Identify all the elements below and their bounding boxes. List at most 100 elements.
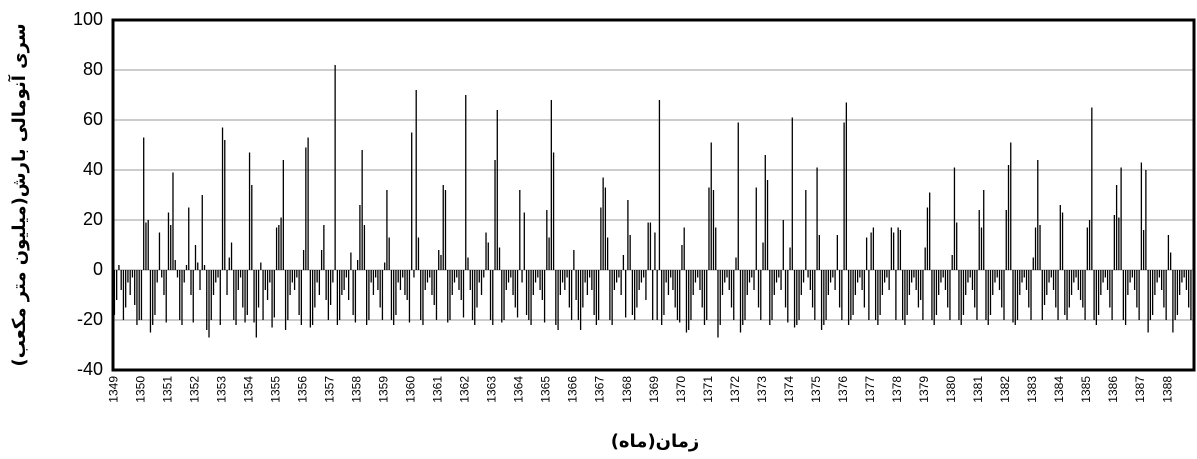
bar [802,270,805,283]
x-tick-label: 1358 [350,376,364,403]
bar [685,270,688,333]
bar [494,160,496,270]
bar [712,190,715,270]
bar [658,100,661,270]
bar [989,270,992,315]
bar [1100,270,1102,295]
bar [143,137,145,270]
bar [235,270,237,325]
bar [771,270,773,320]
bar [755,187,757,270]
bar [591,270,593,290]
bar [807,270,809,278]
bar [1176,270,1179,315]
bar [192,270,194,323]
bar [811,270,814,308]
bar [201,195,203,270]
bar [188,207,190,270]
bar [127,270,129,283]
bar [899,230,902,270]
bar [793,270,796,328]
bar [938,270,940,295]
bar [251,185,253,270]
bar [1179,270,1181,295]
bar [449,270,451,320]
bar [600,207,602,270]
bar [841,270,843,320]
bar [683,227,685,270]
bar [834,270,836,290]
x-axis-title: زمان(ماه) [611,431,700,452]
bar [278,225,280,270]
bar [1007,165,1010,270]
x-tick-label: 1378 [890,376,904,403]
bar [460,270,462,300]
bar [323,225,325,270]
bar [773,270,775,295]
bar [305,147,307,270]
bar [167,212,170,270]
bar [926,207,929,270]
bar [929,192,931,270]
bar [940,270,942,283]
bar [230,242,233,270]
bar [618,270,620,278]
bar [985,270,987,320]
bar [1127,270,1129,295]
bar [631,270,634,315]
bar [1183,270,1185,278]
bar [1046,270,1048,295]
bar [766,180,769,270]
bar [998,270,1001,290]
bar [1003,270,1005,320]
bar [974,270,976,308]
bar [185,265,188,270]
bar [275,227,278,270]
y-axis-title: سری آنومالی بارش(میلیون متر مکعب) [7,23,30,366]
x-tick-label: 1384 [1052,376,1066,403]
bar [694,270,697,283]
bar [832,270,834,278]
bar [1019,270,1021,295]
bar [886,270,888,278]
bar [537,270,539,278]
bar [654,232,656,270]
bar [345,270,348,278]
bar [1037,160,1039,270]
bar [402,270,404,278]
bar [426,270,429,283]
bar [559,270,561,295]
bar [1154,270,1156,295]
bar [733,270,735,320]
bar [604,187,607,270]
bar [165,270,167,323]
bar [447,270,449,323]
bar [856,270,859,283]
bar [257,270,260,308]
bar [965,270,967,295]
bar [273,270,275,318]
bar [859,270,861,278]
bar [1120,167,1122,270]
bar [606,237,609,270]
bar [978,210,980,270]
bar [368,270,370,320]
bar [233,270,235,320]
bar [183,270,185,283]
bar [1174,270,1176,320]
bar [602,177,604,270]
x-tick-label: 1388 [1160,376,1174,403]
bar [190,270,192,295]
bar [505,270,507,290]
bar [194,245,197,270]
bar [983,190,985,270]
bar [1023,270,1025,278]
bar [1165,270,1167,320]
bar [798,270,800,320]
bar [870,232,872,270]
bar [645,270,647,300]
bar [787,270,789,323]
bar [791,117,793,270]
bar [501,270,503,323]
